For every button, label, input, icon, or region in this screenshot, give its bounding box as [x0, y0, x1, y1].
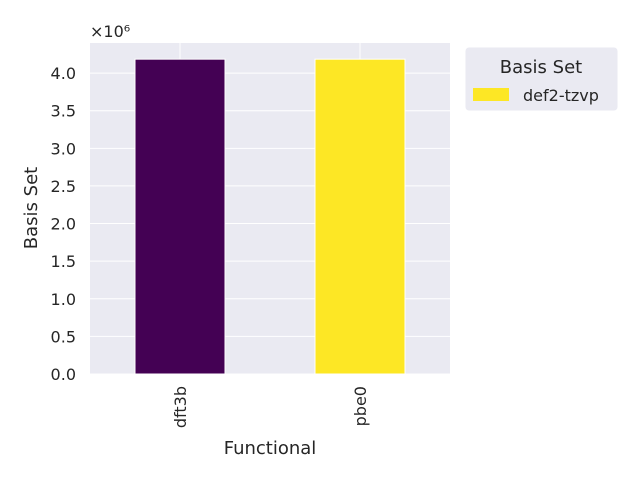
y-tick-label: 4.0	[51, 64, 76, 83]
legend: Basis Set def2-tzvp	[464, 46, 619, 112]
y-tick-label: 0.5	[51, 327, 76, 346]
x-tick-label-pbe0: pbe0	[351, 386, 370, 426]
y-tick-label: 3.5	[51, 102, 76, 121]
legend-entry-label: def2-tzvp	[523, 86, 599, 105]
y-tick-label: 2.5	[51, 177, 76, 196]
bars	[134, 58, 406, 375]
bar-pbe0	[314, 58, 406, 375]
bar-dft3b	[134, 58, 226, 375]
y-tick-label: 2.0	[51, 215, 76, 234]
y-tick-label: 0.0	[51, 365, 76, 384]
legend-title: Basis Set	[500, 57, 582, 78]
y-tick-label: 1.5	[51, 252, 76, 271]
y-tick-label: 1.0	[51, 290, 76, 309]
x-axis-label: Functional	[224, 438, 317, 459]
y-axis-label: Basis Set	[21, 167, 42, 249]
y-tick-label: 3.0	[51, 139, 76, 158]
x-tick-labels: dft3b pbe0	[171, 386, 370, 428]
x-tick-label-dft3b: dft3b	[171, 386, 190, 428]
y-offset-label: ×10⁶	[90, 22, 130, 41]
y-tick-labels: 0.0 0.5 1.0 1.5 2.0 2.5 3.0 3.5 4.0	[51, 64, 76, 384]
legend-swatch-def2-tzvp	[473, 88, 509, 101]
